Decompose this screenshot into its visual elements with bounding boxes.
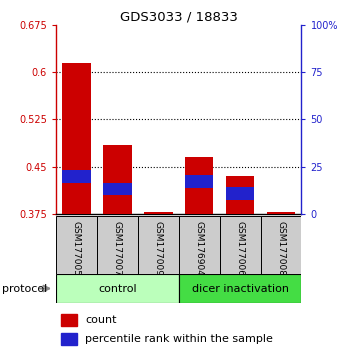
Text: dicer inactivation: dicer inactivation — [192, 284, 288, 294]
Bar — [56, 216, 97, 274]
Bar — [179, 274, 301, 303]
Bar — [138, 216, 179, 274]
Bar — [61, 333, 77, 346]
Bar — [179, 216, 219, 274]
Text: GSM177007: GSM177007 — [113, 221, 122, 276]
Bar — [219, 216, 261, 274]
Bar — [185, 175, 213, 188]
Title: GDS3033 / 18833: GDS3033 / 18833 — [120, 11, 238, 24]
Text: GSM176904: GSM176904 — [195, 221, 204, 275]
Bar — [267, 212, 295, 214]
Bar — [56, 274, 179, 303]
Bar — [97, 216, 138, 274]
Text: GSM177006: GSM177006 — [236, 221, 244, 276]
Text: count: count — [85, 315, 117, 325]
Bar — [62, 170, 91, 183]
Text: control: control — [98, 284, 136, 294]
Bar — [144, 212, 173, 214]
Bar — [185, 157, 213, 214]
Bar — [103, 145, 132, 214]
Bar — [62, 63, 91, 214]
Bar — [226, 187, 255, 200]
Bar — [226, 176, 255, 214]
Bar — [261, 216, 301, 274]
Text: GSM177009: GSM177009 — [154, 221, 163, 276]
Text: GSM177008: GSM177008 — [277, 221, 286, 276]
Bar — [103, 183, 132, 195]
Text: GSM177005: GSM177005 — [72, 221, 81, 276]
Bar — [61, 314, 77, 326]
Text: percentile rank within the sample: percentile rank within the sample — [85, 335, 273, 344]
Text: protocol: protocol — [2, 284, 47, 294]
